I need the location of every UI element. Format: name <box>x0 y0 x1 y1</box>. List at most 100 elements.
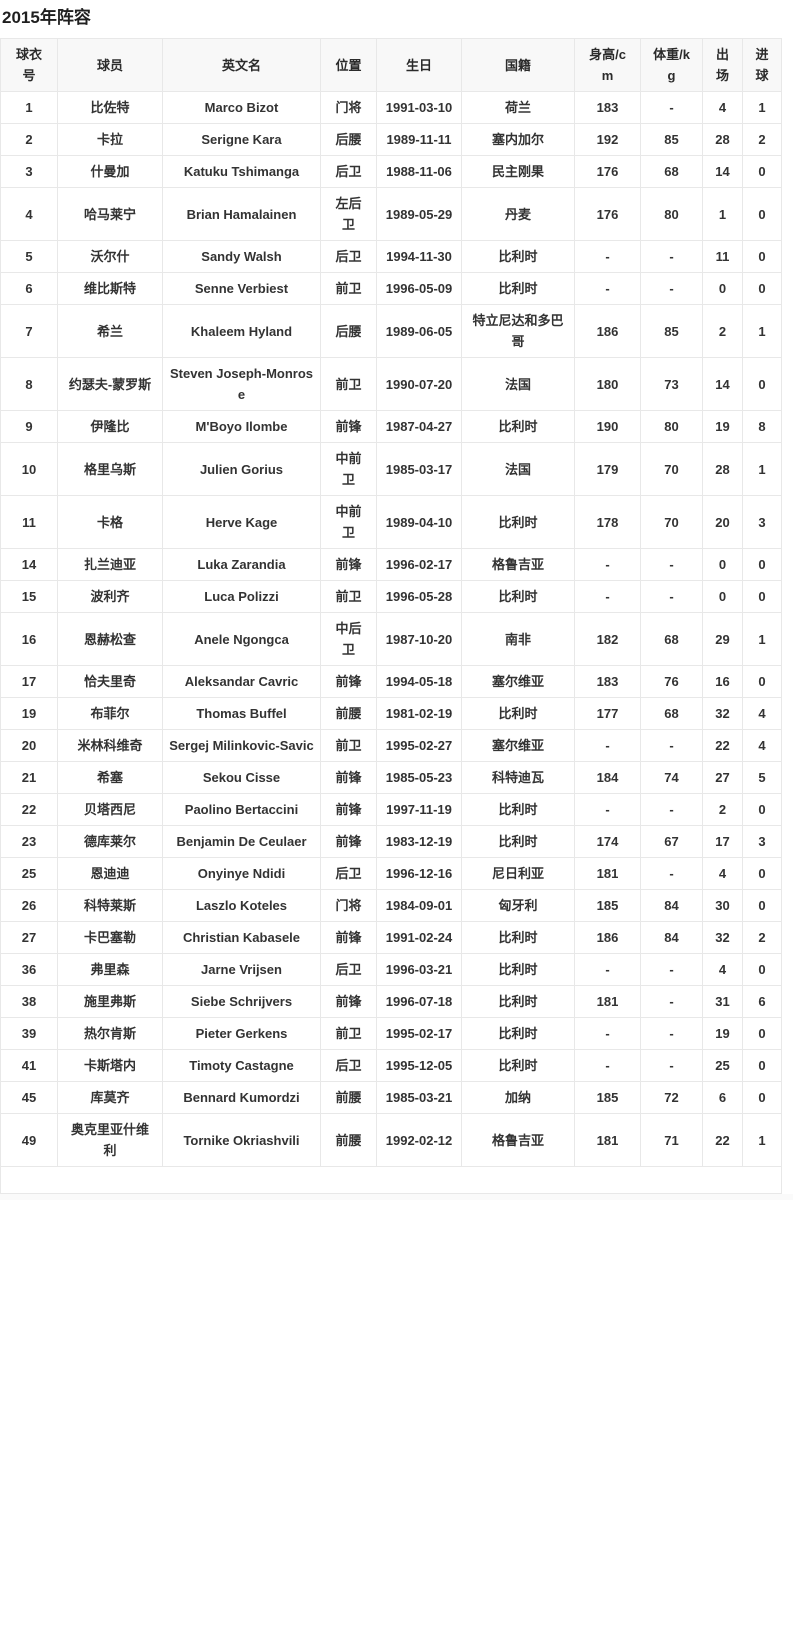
cell-birthday: 1994-05-18 <box>376 665 462 698</box>
cell-birthday: 1996-05-09 <box>376 272 462 305</box>
cell-nationality: 荷兰 <box>461 91 575 124</box>
cell-position: 中前卫 <box>320 442 377 496</box>
cell-position: 前锋 <box>320 793 377 826</box>
section-divider <box>0 1194 793 1200</box>
cell-name-en: Paolino Bertaccini <box>162 793 321 826</box>
cell-appearances: 4 <box>702 91 743 124</box>
cell-height-cm: - <box>574 729 641 762</box>
table-row: 25 恩迪迪 Onyinye Ndidi 后卫 1996-12-16 尼日利亚 181-4 0 <box>0 857 782 890</box>
cell-jersey-number: 11 <box>0 495 58 549</box>
cell-height-cm: 185 <box>574 1081 641 1114</box>
cell-position: 前腰 <box>320 1113 377 1167</box>
cell-position: 后卫 <box>320 857 377 890</box>
cell-player: 什曼加 <box>57 155 163 188</box>
column-header-player: 球员 <box>57 38 163 92</box>
cell-name-en: Khaleem Hyland <box>162 304 321 358</box>
cell-goals: 0 <box>742 580 782 613</box>
cell-position: 后卫 <box>320 155 377 188</box>
cell-birthday: 1992-02-12 <box>376 1113 462 1167</box>
cell-position: 后卫 <box>320 953 377 986</box>
cell-goals: 0 <box>742 357 782 411</box>
table-row: 27 卡巴塞勒 Christian Kabasele 前锋 1991-02-24 比利时 1… <box>0 921 782 954</box>
cell-weight-kg: - <box>640 240 703 273</box>
header-row: 球衣号 球员 英文名 位置 生日 国籍 身高/cm 体重/kg 出场 进球 <box>0 38 782 92</box>
cell-player: 比佐特 <box>57 91 163 124</box>
cell-player: 恰夫里奇 <box>57 665 163 698</box>
table-row: 1 比佐特 Marco Bizot 门将 1991-03-10 荷兰 183-4 1 <box>0 91 782 124</box>
cell-appearances: 19 <box>702 410 743 443</box>
cell-nationality: 比利时 <box>461 921 575 954</box>
table-row: 39 热尔肯斯 Pieter Gerkens 前卫 1995-02-17 比利时 - -19 0 <box>0 1017 782 1050</box>
table-footer-row <box>0 1166 782 1194</box>
cell-nationality: 格鲁吉亚 <box>461 548 575 581</box>
cell-nationality: 比利时 <box>461 1017 575 1050</box>
cell-goals: 2 <box>742 921 782 954</box>
cell-height-cm: 181 <box>574 985 641 1018</box>
table-row: 8 约瑟夫-蒙罗斯 Steven Joseph-Monrose 前卫 1990-07-2… <box>0 357 782 411</box>
cell-nationality: 法国 <box>461 442 575 496</box>
cell-name-en: Steven Joseph-Monrose <box>162 357 321 411</box>
cell-nationality: 比利时 <box>461 1049 575 1082</box>
cell-goals: 4 <box>742 697 782 730</box>
cell-name-en: Pieter Gerkens <box>162 1017 321 1050</box>
cell-jersey-number: 7 <box>0 304 58 358</box>
cell-appearances: 2 <box>702 793 743 826</box>
cell-weight-kg: 84 <box>640 889 703 922</box>
cell-height-cm: - <box>574 580 641 613</box>
cell-player: 卡斯塔内 <box>57 1049 163 1082</box>
cell-birthday: 1991-02-24 <box>376 921 462 954</box>
cell-appearances: 22 <box>702 729 743 762</box>
column-header-nationality: 国籍 <box>461 38 575 92</box>
cell-weight-kg: 74 <box>640 761 703 794</box>
cell-goals: 3 <box>742 495 782 549</box>
cell-name-en: Herve Kage <box>162 495 321 549</box>
cell-nationality: 特立尼达和多巴哥 <box>461 304 575 358</box>
cell-name-en: Bennard Kumordzi <box>162 1081 321 1114</box>
cell-birthday: 1989-06-05 <box>376 304 462 358</box>
cell-height-cm: - <box>574 548 641 581</box>
cell-goals: 2 <box>742 123 782 156</box>
cell-appearances: 4 <box>702 953 743 986</box>
cell-appearances: 22 <box>702 1113 743 1167</box>
cell-jersey-number: 15 <box>0 580 58 613</box>
cell-jersey-number: 41 <box>0 1049 58 1082</box>
cell-player: 扎兰迪亚 <box>57 548 163 581</box>
cell-player: 恩赫松查 <box>57 612 163 666</box>
cell-birthday: 1994-11-30 <box>376 240 462 273</box>
cell-nationality: 比利时 <box>461 240 575 273</box>
cell-player: 希塞 <box>57 761 163 794</box>
squad-table: 球衣号 球员 英文名 位置 生日 国籍 身高/cm 体重/kg 出场 进球 1 比佐特 Marco B… <box>0 38 782 1194</box>
table-row: 26 科特莱斯 Laszlo Koteles 门将 1984-09-01 匈牙利 185 84… <box>0 889 782 922</box>
cell-birthday: 1985-03-17 <box>376 442 462 496</box>
cell-birthday: 1996-07-18 <box>376 985 462 1018</box>
column-header-position: 位置 <box>320 38 377 92</box>
table-row: 9 伊隆比 M'Boyo Ilombe 前锋 1987-04-27 比利时 190 80 19 8 <box>0 410 782 443</box>
cell-position: 中前卫 <box>320 495 377 549</box>
cell-jersey-number: 5 <box>0 240 58 273</box>
cell-appearances: 11 <box>702 240 743 273</box>
cell-goals: 5 <box>742 761 782 794</box>
cell-birthday: 1987-10-20 <box>376 612 462 666</box>
cell-goals: 0 <box>742 272 782 305</box>
cell-jersey-number: 14 <box>0 548 58 581</box>
cell-jersey-number: 3 <box>0 155 58 188</box>
cell-jersey-number: 22 <box>0 793 58 826</box>
cell-name-en: Luka Zarandia <box>162 548 321 581</box>
cell-name-en: M'Boyo Ilombe <box>162 410 321 443</box>
cell-height-cm: 183 <box>574 91 641 124</box>
cell-player: 恩迪迪 <box>57 857 163 890</box>
cell-height-cm: - <box>574 953 641 986</box>
cell-height-cm: 174 <box>574 825 641 858</box>
cell-jersey-number: 10 <box>0 442 58 496</box>
cell-goals: 0 <box>742 240 782 273</box>
cell-birthday: 1989-04-10 <box>376 495 462 549</box>
cell-goals: 0 <box>742 155 782 188</box>
cell-player: 卡拉 <box>57 123 163 156</box>
table-row: 4 哈马莱宁 Brian Hamalainen 左后卫 1989-05-29 丹麦 176 8… <box>0 187 782 241</box>
cell-height-cm: 181 <box>574 1113 641 1167</box>
cell-weight-kg: - <box>640 729 703 762</box>
table-row: 22 贝塔西尼 Paolino Bertaccini 前锋 1997-11-19 比利时 -… <box>0 793 782 826</box>
cell-nationality: 比利时 <box>461 793 575 826</box>
cell-height-cm: 192 <box>574 123 641 156</box>
cell-weight-kg: 71 <box>640 1113 703 1167</box>
